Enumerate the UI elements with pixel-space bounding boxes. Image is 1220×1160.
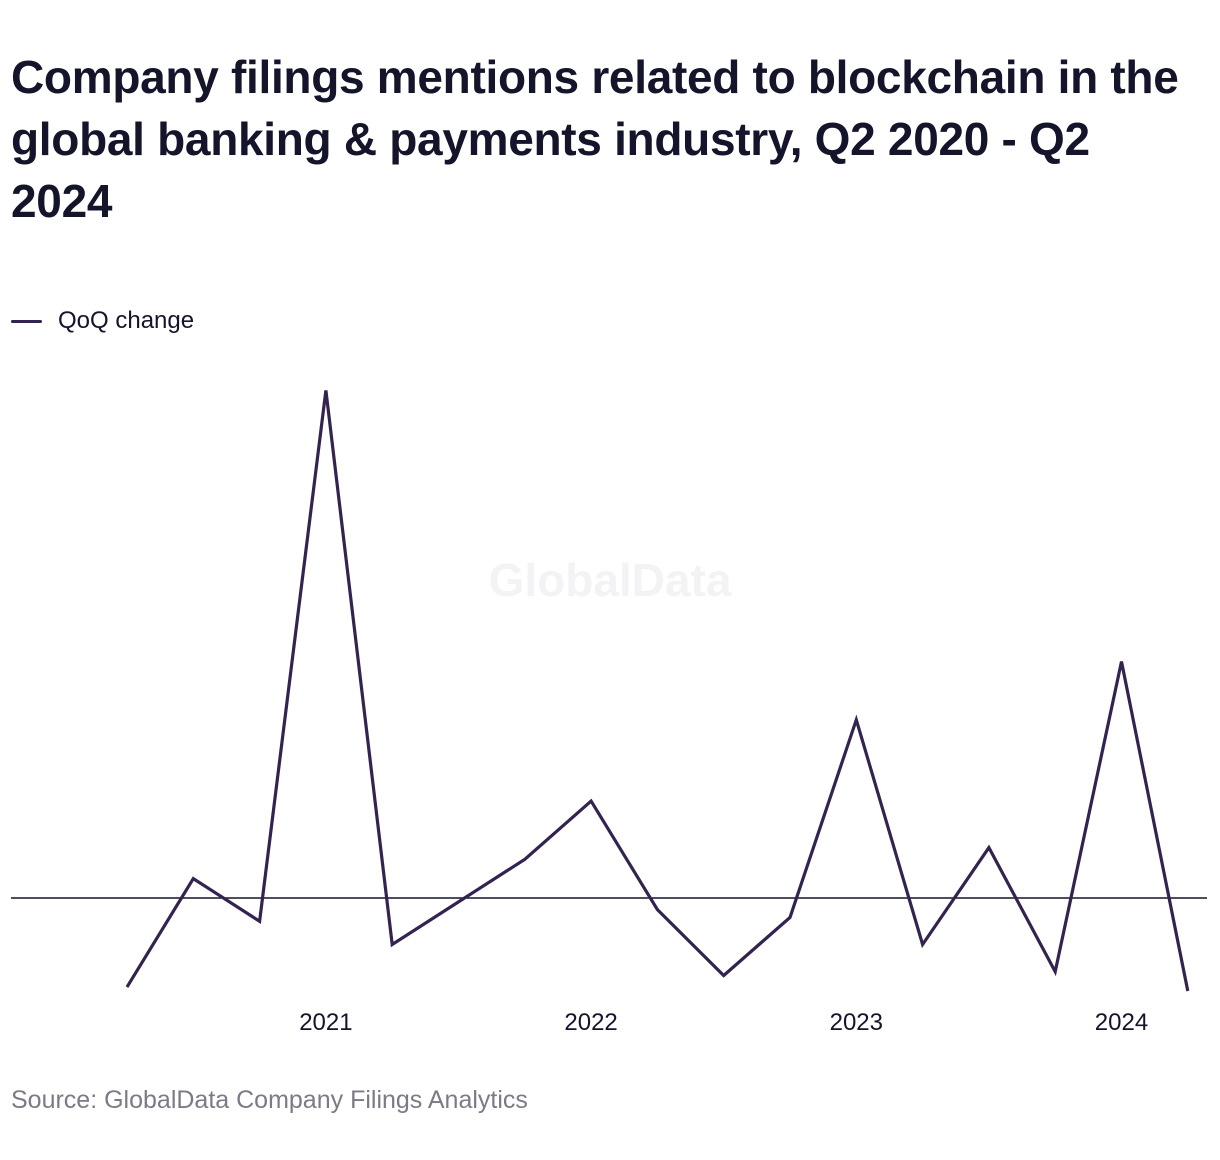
x-tick-label-2024: 2024 bbox=[1095, 1009, 1148, 1036]
x-tick-label-2022: 2022 bbox=[564, 1009, 617, 1036]
x-axis-ticks: 2021 2022 2023 2024 bbox=[299, 1009, 1148, 1036]
x-tick-label-2023: 2023 bbox=[830, 1009, 883, 1036]
legend: QoQ change bbox=[11, 306, 194, 336]
chart-title: Company filings mentions related to bloc… bbox=[11, 51, 1179, 227]
watermark-text: GlobalData bbox=[489, 554, 732, 606]
x-tick-label-2021: 2021 bbox=[299, 1009, 352, 1036]
legend-swatch-qoq-change bbox=[11, 319, 42, 323]
legend-label-qoq-change: QoQ change bbox=[58, 307, 195, 334]
source-note: Source: GlobalData Company Filings Analy… bbox=[11, 1086, 528, 1114]
series-line-qoq-change bbox=[125, 390, 1190, 992]
line-chart: GlobalData 2021 2022 2023 2024 bbox=[11, 390, 1207, 1036]
